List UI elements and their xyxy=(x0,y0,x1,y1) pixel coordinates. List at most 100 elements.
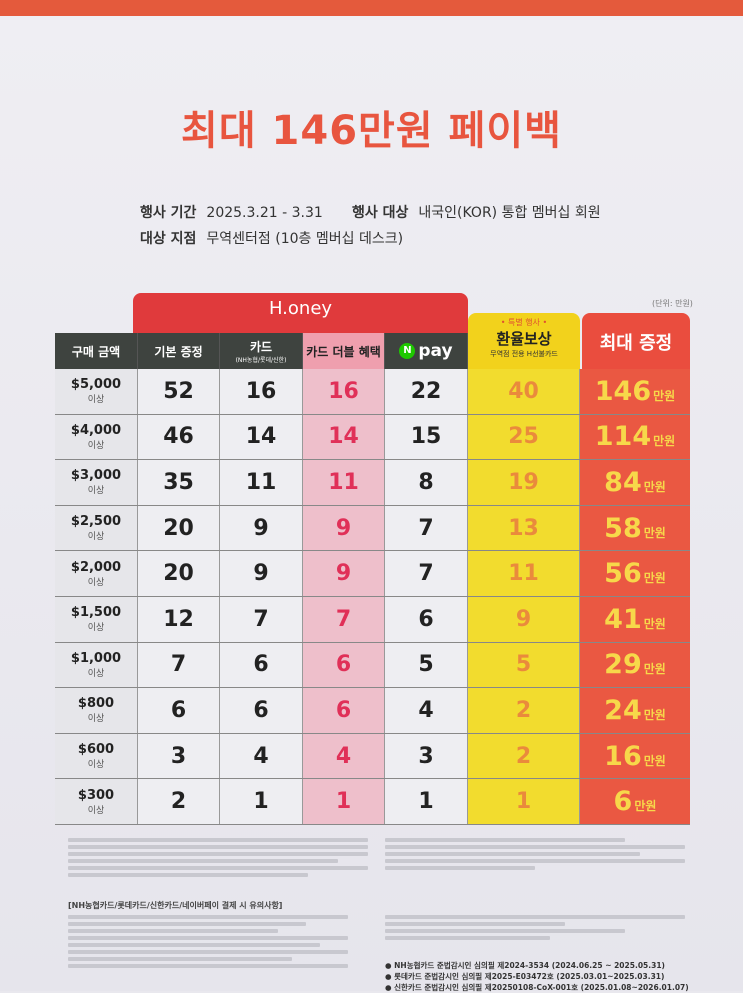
cell-base: 2 xyxy=(138,779,220,824)
card-value: 6 xyxy=(253,652,269,678)
base-value: 46 xyxy=(163,424,194,450)
max-value: 29 xyxy=(604,649,642,681)
cell-double: 9 xyxy=(303,505,385,551)
card-value: 14 xyxy=(245,424,277,450)
cell-max: 41 만원 xyxy=(580,596,690,642)
double-value: 9 xyxy=(335,561,352,587)
card-sub: (NH농협/롯데/신한) xyxy=(235,357,287,364)
cell-max: 146 만원 xyxy=(580,369,690,414)
cell-max: 56 만원 xyxy=(580,551,690,596)
page-title: 최대 146만원 페이백 xyxy=(181,108,562,154)
npay-value: 7 xyxy=(418,515,434,541)
double-value: 9 xyxy=(335,515,352,541)
amount-suffix: 이상 xyxy=(87,486,105,497)
amount-suffix: 이상 xyxy=(87,532,105,543)
exchange-value: 1 xyxy=(515,789,532,815)
cell-max: 29 만원 xyxy=(580,642,690,688)
table-row: $3,000 이상 35 11 11 8 19 84 만원 xyxy=(55,460,690,506)
cell-base: 46 xyxy=(138,414,220,460)
exchange-value: 9 xyxy=(515,606,532,632)
card-label: 카드 xyxy=(249,340,273,354)
cell-exchange: 40 xyxy=(468,369,580,414)
double-value: 6 xyxy=(335,697,352,723)
amount-suffix: 이상 xyxy=(87,805,105,816)
cell-exchange: 1 xyxy=(468,779,580,824)
cell-exchange: 13 xyxy=(468,505,580,551)
period-value: 2025.3.21 - 3.31 xyxy=(206,205,323,221)
cell-card: 6 xyxy=(220,688,303,733)
cell-amount: $1,500 이상 xyxy=(55,596,138,642)
card-value: 1 xyxy=(253,789,269,815)
amount-value: $600 xyxy=(77,742,115,758)
amount-value: $1,500 xyxy=(70,605,122,621)
cell-npay: 15 xyxy=(385,414,468,460)
table-row: $4,000 이상 46 14 14 15 25 114 만원 xyxy=(55,414,690,461)
period-label: 행사 기간 xyxy=(140,205,197,221)
cell-card: 7 xyxy=(220,596,303,642)
amount-value: $5,000 xyxy=(70,377,122,393)
max-value: 58 xyxy=(604,512,642,544)
notes-heading: [NH농협카드/롯데카드/신한카드/네이버페이 결제 시 유의사항] xyxy=(68,901,283,910)
max-suffix: 만원 xyxy=(634,799,657,814)
card-value: 11 xyxy=(245,469,277,495)
cell-double: 4 xyxy=(303,733,385,779)
exchange-value: 19 xyxy=(508,469,539,495)
table-row: $800 이상 6 6 6 4 2 24 만원 xyxy=(55,688,690,734)
cell-npay: 8 xyxy=(385,460,468,505)
cell-exchange: 9 xyxy=(468,596,580,642)
table-row: $1,500 이상 12 7 7 6 9 41 만원 xyxy=(55,596,690,643)
exchange-value: 11 xyxy=(508,561,539,587)
npay-value: 1 xyxy=(418,789,434,815)
amount-value: $4,000 xyxy=(70,422,122,438)
cell-card: 4 xyxy=(220,733,303,779)
cell-exchange: 11 xyxy=(468,551,580,596)
max-suffix: 만원 xyxy=(653,388,676,403)
amount-suffix: 이상 xyxy=(87,623,105,634)
target-value: 내국인(KOR) 통합 멤버십 회원 xyxy=(418,205,601,221)
cell-max: 16 만원 xyxy=(580,733,690,779)
notes-body-right xyxy=(385,912,685,943)
max-value: 41 xyxy=(604,603,642,635)
max-value: 56 xyxy=(604,558,642,590)
table-row: $600 이상 3 4 4 3 2 16 만원 xyxy=(55,733,690,780)
cell-base: 20 xyxy=(138,551,220,596)
base-value: 3 xyxy=(170,743,187,769)
max-value: 6 xyxy=(613,786,633,818)
header-base: 기본 증정 xyxy=(138,333,220,369)
base-value: 52 xyxy=(163,378,194,404)
cell-amount: $1,000 이상 xyxy=(55,642,138,688)
cell-double: 1 xyxy=(303,779,385,824)
double-value: 14 xyxy=(328,424,359,450)
approval-list: ● NH농협카드 준법감시인 심의필 제2024-3534 (2024.06.2… xyxy=(385,960,689,993)
notes-body xyxy=(68,912,348,971)
cell-base: 6 xyxy=(138,688,220,733)
event-period: 행사 기간 2025.3.21 - 3.31 xyxy=(140,202,323,222)
fine-print-left xyxy=(68,835,368,880)
target-label: 행사 대상 xyxy=(352,205,409,221)
amount-value: $1,000 xyxy=(70,650,122,666)
cell-card: 6 xyxy=(220,642,303,688)
base-value: 6 xyxy=(170,697,187,723)
amount-value: $2,000 xyxy=(70,559,122,575)
cell-npay: 5 xyxy=(385,642,468,688)
base-value: 35 xyxy=(163,469,194,495)
table-row: $2,500 이상 20 9 9 7 13 58 만원 xyxy=(55,505,690,552)
amount-suffix: 이상 xyxy=(87,668,105,679)
cell-max: 24 만원 xyxy=(580,688,690,733)
max-suffix: 만원 xyxy=(643,571,666,586)
cell-double: 11 xyxy=(303,460,385,505)
amount-suffix: 이상 xyxy=(87,760,105,771)
double-value: 4 xyxy=(335,743,352,769)
cell-exchange: 25 xyxy=(468,414,580,460)
card-value: 7 xyxy=(253,606,269,632)
cell-card: 1 xyxy=(220,779,303,824)
approval-lotte: ● 롯데카드 준법감시인 심의필 제2025-E03472호 (2025.03.… xyxy=(385,972,665,981)
max-suffix: 만원 xyxy=(643,707,666,722)
base-value: 20 xyxy=(163,515,194,541)
cell-exchange: 5 xyxy=(468,642,580,688)
approval-nh: ● NH농협카드 준법감시인 심의필 제2024-3534 (2024.06.2… xyxy=(385,961,665,970)
payback-table: $5,000 이상 52 16 16 22 40 146 만원 $4,000 이상 46 14 14 15 2… xyxy=(55,369,690,825)
cell-base: 20 xyxy=(138,505,220,551)
base-value: 2 xyxy=(170,789,187,815)
